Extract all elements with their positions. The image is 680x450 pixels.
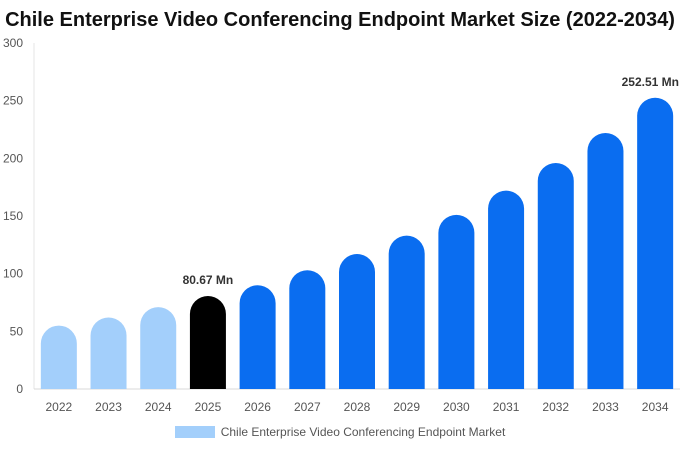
x-tick-label: 2022 bbox=[45, 400, 72, 414]
data-labels: 80.67 Mn 252.51 Mn bbox=[183, 75, 679, 287]
x-tick-label: 2032 bbox=[542, 400, 569, 414]
bar-2023 bbox=[90, 317, 127, 389]
x-tick-label: 2034 bbox=[642, 400, 669, 414]
bars bbox=[40, 97, 674, 390]
x-tick-label: 2029 bbox=[393, 400, 420, 414]
x-axis: 2022 2023 2024 2025 2026 2027 2028 2029 2030 2031… bbox=[34, 388, 680, 414]
x-tick-label: 2027 bbox=[294, 400, 321, 414]
bar-2022 bbox=[40, 325, 77, 389]
y-tick-label: 150 bbox=[3, 209, 23, 223]
bar-2024 bbox=[140, 307, 177, 389]
bar-2034 bbox=[637, 97, 674, 390]
legend-swatch bbox=[174, 426, 215, 438]
y-axis: 0 50 100 150 200 250 300 bbox=[3, 36, 35, 396]
bar-2029 bbox=[388, 235, 425, 389]
x-tick-label: 2028 bbox=[344, 400, 371, 414]
x-tick-label: 2030 bbox=[443, 400, 470, 414]
bar-2026 bbox=[239, 285, 276, 389]
bar-2031 bbox=[488, 190, 525, 389]
y-tick-label: 100 bbox=[3, 267, 23, 281]
bar-2027 bbox=[289, 270, 326, 389]
bar-2030 bbox=[438, 214, 475, 389]
x-tick-label: 2025 bbox=[195, 400, 222, 414]
x-tick-label: 2031 bbox=[493, 400, 520, 414]
x-tick-label: 2023 bbox=[95, 400, 122, 414]
y-tick-label: 0 bbox=[16, 382, 23, 396]
legend-label: Chile Enterprise Video Conferencing Endp… bbox=[220, 425, 506, 439]
chart-title: Chile Enterprise Video Conferencing Endp… bbox=[5, 9, 675, 31]
bar-2033 bbox=[587, 132, 624, 389]
bar-2025 bbox=[189, 295, 226, 389]
y-tick-label: 300 bbox=[3, 36, 23, 50]
x-tick-label: 2033 bbox=[592, 400, 619, 414]
x-tick-label: 2026 bbox=[244, 400, 271, 414]
y-tick-label: 200 bbox=[3, 151, 23, 165]
bar-2032 bbox=[537, 162, 574, 389]
bar-2028 bbox=[339, 254, 375, 389]
y-tick-label: 50 bbox=[10, 324, 24, 338]
legend: Chile Enterprise Video Conferencing Endp… bbox=[0, 425, 680, 439]
data-label: 252.51 Mn bbox=[622, 75, 679, 89]
data-label: 80.67 Mn bbox=[183, 273, 234, 287]
y-tick-label: 250 bbox=[3, 94, 23, 108]
x-tick-label: 2024 bbox=[145, 400, 172, 414]
